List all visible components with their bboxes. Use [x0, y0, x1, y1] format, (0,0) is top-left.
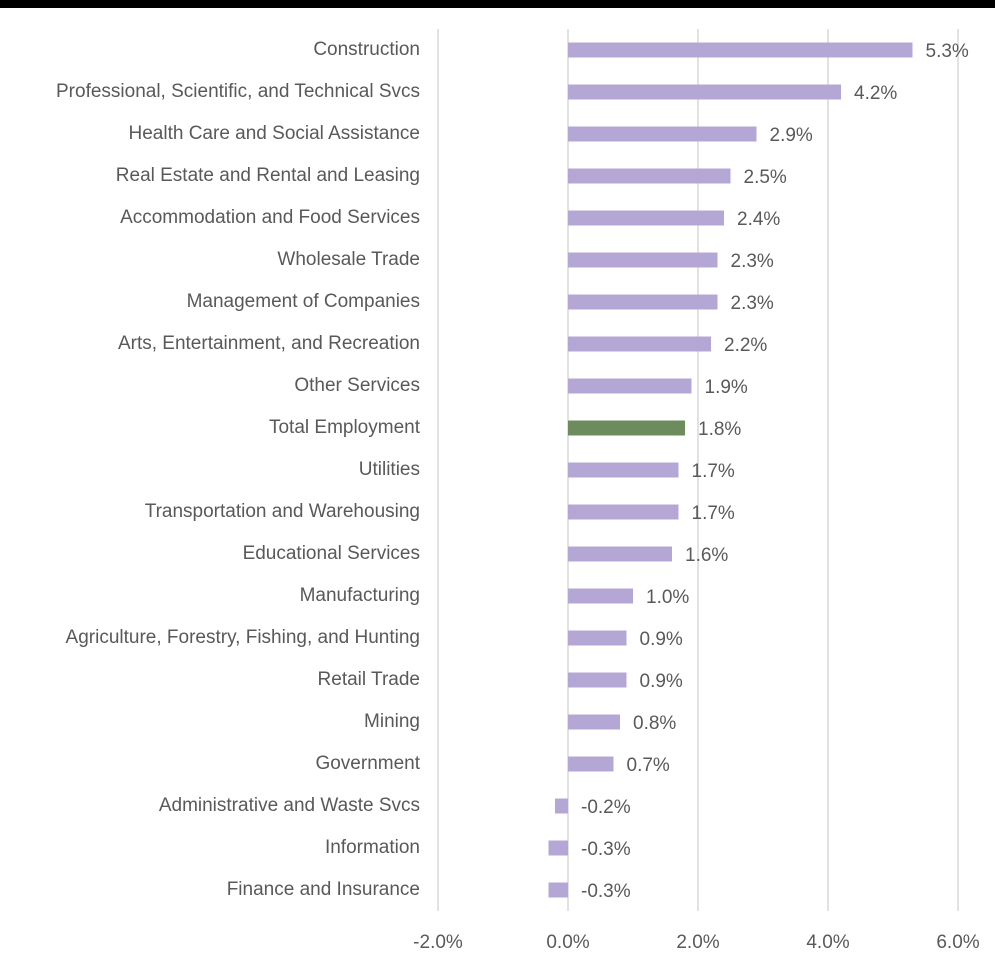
- bar: [568, 504, 679, 520]
- y-tick-label: Construction: [313, 39, 420, 60]
- y-tick-label: Administrative and Waste Svcs: [159, 795, 420, 816]
- bar: [568, 84, 841, 100]
- value-label: 1.7%: [692, 503, 735, 524]
- bar: [568, 168, 731, 184]
- value-label: 0.9%: [640, 671, 683, 692]
- bar: [568, 714, 620, 730]
- top-bar: [0, 0, 995, 8]
- y-tick-label: Finance and Insurance: [227, 879, 420, 900]
- x-tick-label: 0.0%: [546, 932, 589, 953]
- value-label: 2.5%: [744, 167, 787, 188]
- value-label: 2.9%: [770, 125, 813, 146]
- value-label: -0.3%: [581, 881, 631, 902]
- y-tick-label: Government: [315, 753, 420, 774]
- bar: [555, 798, 568, 814]
- value-label: 1.8%: [698, 419, 741, 440]
- value-label: 0.8%: [633, 713, 676, 734]
- x-tick-label: 2.0%: [676, 932, 719, 953]
- value-label: 2.3%: [731, 251, 774, 272]
- y-tick-label: Educational Services: [243, 543, 420, 564]
- bar: [568, 588, 633, 604]
- value-label: 5.3%: [926, 41, 969, 62]
- y-tick-label: Transportation and Warehousing: [145, 501, 420, 522]
- y-tick-label: Wholesale Trade: [277, 249, 420, 270]
- y-tick-label: Real Estate and Rental and Leasing: [116, 165, 420, 186]
- value-label: 4.2%: [854, 83, 897, 104]
- bar: [568, 294, 718, 310]
- y-tick-label: Professional, Scientific, and Technical …: [56, 81, 420, 102]
- bar: [568, 42, 913, 58]
- y-tick-label: Health Care and Social Assistance: [129, 123, 421, 144]
- bar: [568, 672, 627, 688]
- value-label: 2.4%: [737, 209, 780, 230]
- bar: [568, 462, 679, 478]
- value-label: -0.3%: [581, 839, 631, 860]
- value-label: 2.3%: [731, 293, 774, 314]
- bar: [568, 630, 627, 646]
- value-label: 1.6%: [685, 545, 728, 566]
- bar: [548, 840, 568, 856]
- value-label: -0.2%: [581, 797, 631, 818]
- x-tick-label: 4.0%: [806, 932, 849, 953]
- bar: [568, 336, 711, 352]
- bar: [568, 252, 718, 268]
- y-tick-label: Manufacturing: [300, 585, 420, 606]
- y-tick-label: Utilities: [359, 459, 420, 480]
- y-tick-label: Arts, Entertainment, and Recreation: [118, 333, 420, 354]
- y-tick-label: Information: [325, 837, 420, 858]
- bar: [568, 546, 672, 562]
- value-label: 1.7%: [692, 461, 735, 482]
- y-tick-label: Accommodation and Food Services: [120, 207, 420, 228]
- value-label: 1.9%: [705, 377, 748, 398]
- y-tick-label: Other Services: [294, 375, 420, 396]
- bar: [568, 756, 614, 772]
- y-tick-label: Retail Trade: [318, 669, 420, 690]
- x-tick-label: -2.0%: [413, 932, 463, 953]
- bar: [568, 420, 685, 436]
- bar: [548, 882, 568, 898]
- y-tick-label: Management of Companies: [187, 291, 420, 312]
- y-tick-label: Agriculture, Forestry, Fishing, and Hunt…: [66, 627, 420, 648]
- y-tick-label: Mining: [364, 711, 420, 732]
- y-tick-label: Total Employment: [269, 417, 421, 438]
- value-label: 1.0%: [646, 587, 689, 608]
- value-label: 2.2%: [724, 335, 767, 356]
- bar: [568, 378, 692, 394]
- x-tick-label: 6.0%: [936, 932, 979, 953]
- bar: [568, 126, 757, 142]
- bar: [568, 210, 724, 226]
- value-label: 0.9%: [640, 629, 683, 650]
- value-label: 0.7%: [627, 755, 670, 776]
